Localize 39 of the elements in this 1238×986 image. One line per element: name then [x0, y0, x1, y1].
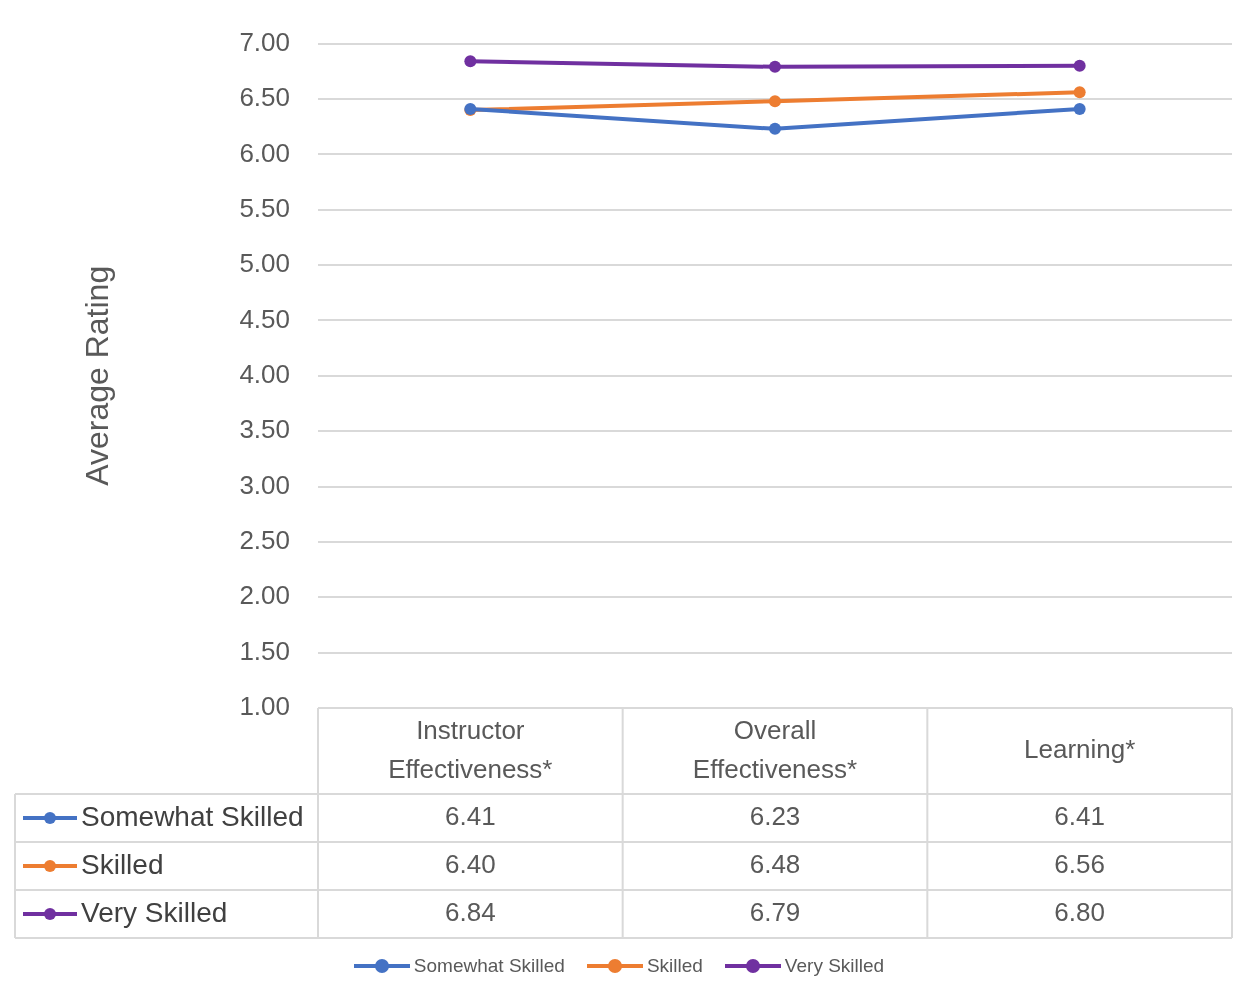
x-tick-label: Overall Effectiveness* [692, 714, 858, 784]
y-tick-label: 2.00 [239, 580, 290, 611]
y-tick-label: 3.50 [239, 414, 290, 445]
y-tick-label: 4.50 [239, 303, 290, 334]
x-tick-label: Instructor Effectiveness* [388, 714, 553, 784]
point [769, 60, 781, 73]
legend-label: Somewhat Skilled [81, 800, 304, 832]
y-tick-label: 7.00 [239, 26, 290, 57]
data-label: 6.56 [1054, 849, 1105, 880]
y-tick-label: 1.00 [239, 691, 290, 722]
y-axis-title: Average Rating [79, 265, 116, 486]
y-tick-label: 4.00 [239, 358, 290, 389]
text: Somewhat Skilled [413, 955, 565, 976]
y-tick-label: 2.50 [239, 525, 290, 556]
point [1073, 59, 1086, 72]
data-label: 6.41 [445, 801, 496, 832]
data-label: 6.80 [1054, 897, 1105, 928]
y-tick-label: 5.50 [239, 192, 290, 223]
point [464, 55, 477, 68]
point [1073, 102, 1086, 115]
y-tick-label: 5.00 [239, 248, 290, 279]
y-tick-label: 3.00 [239, 469, 290, 500]
data-label: 6.48 [749, 849, 801, 880]
y-tick-label: 6.00 [239, 137, 290, 168]
point [1073, 86, 1086, 99]
text: Skilled [646, 955, 703, 976]
text: Very Skilled [784, 955, 885, 976]
data-label: 6.79 [749, 897, 801, 928]
point [769, 122, 781, 135]
data-label: 6.41 [1054, 801, 1105, 832]
legend-label: Skilled [81, 848, 164, 880]
point [769, 95, 781, 108]
y-tick-label: 1.50 [239, 635, 290, 666]
data-label: 6.84 [445, 897, 496, 928]
data-label: 6.40 [445, 849, 496, 880]
data-label: 6.23 [749, 801, 801, 832]
legend-label: Very Skilled [81, 896, 228, 928]
x-tick-label: Learning* [1024, 734, 1136, 765]
y-tick-label: 6.50 [239, 82, 290, 113]
